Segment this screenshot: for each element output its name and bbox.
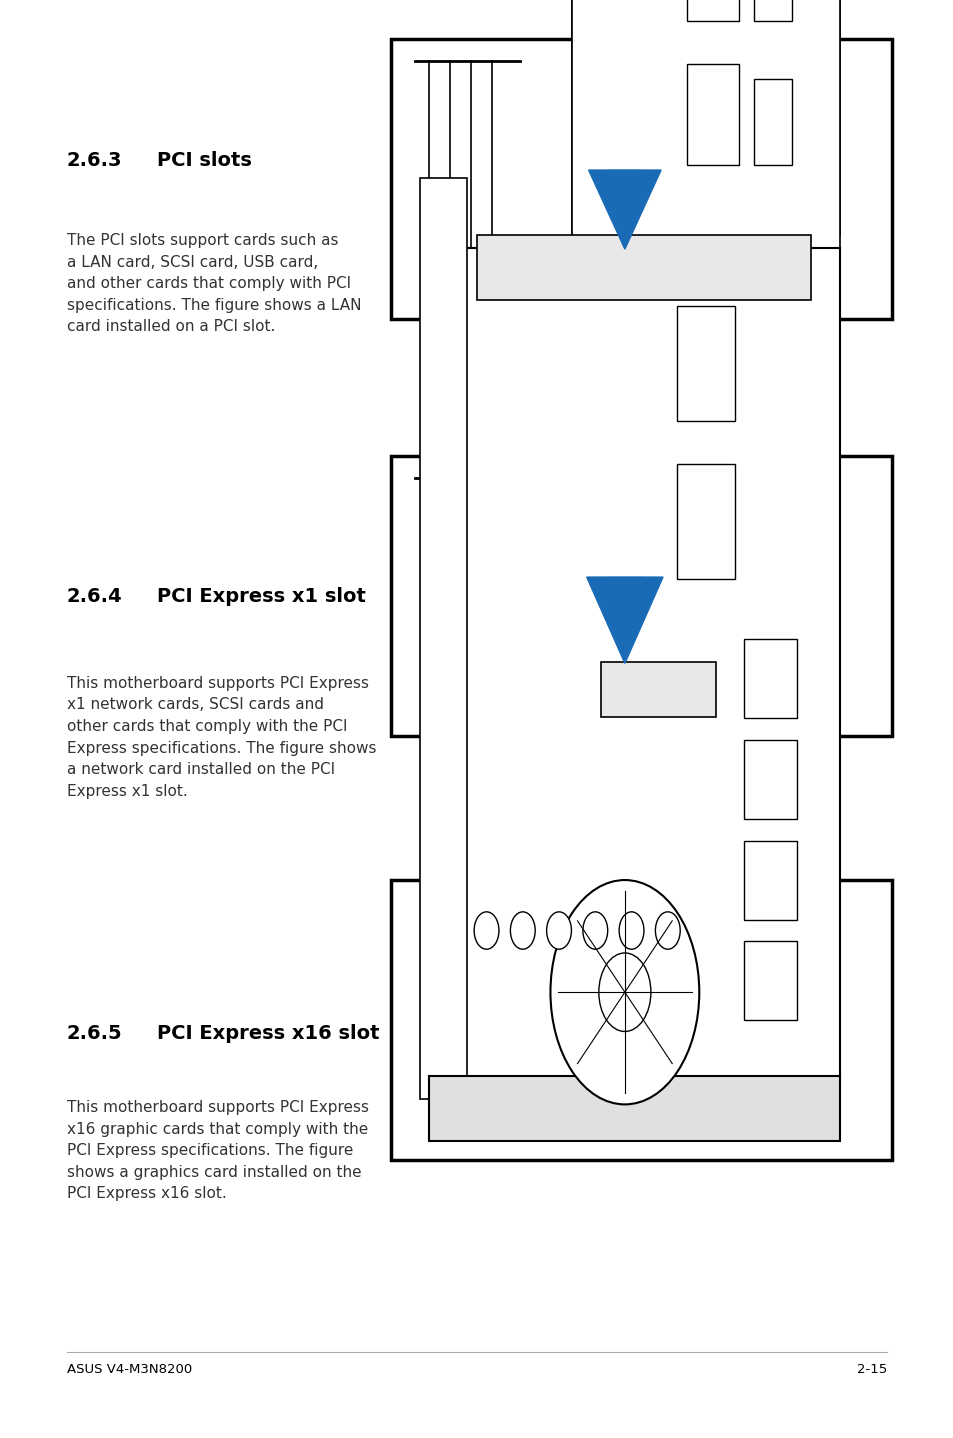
- Bar: [686, 0, 739, 22]
- Bar: [600, 661, 715, 716]
- Bar: [457, 247, 839, 1081]
- Bar: [607, 170, 641, 180]
- Bar: [476, 234, 810, 299]
- Polygon shape: [588, 170, 660, 249]
- Bar: [419, 178, 467, 1099]
- Bar: [686, 65, 739, 165]
- Text: This motherboard supports PCI Express
x1 network cards, SCSI cards and
other car: This motherboard supports PCI Express x1…: [67, 676, 375, 800]
- Text: 2-15: 2-15: [856, 1363, 886, 1376]
- Text: ASUS V4-M3N8200: ASUS V4-M3N8200: [67, 1363, 192, 1376]
- Bar: [753, 79, 791, 165]
- Bar: [429, 1076, 839, 1140]
- Circle shape: [474, 912, 498, 949]
- Text: This motherboard supports PCI Express
x16 graphic cards that comply with the
PCI: This motherboard supports PCI Express x1…: [67, 1100, 369, 1202]
- Bar: [391, 39, 891, 319]
- Text: 2.6.5: 2.6.5: [67, 1024, 122, 1043]
- Text: PCI Express x16 slot: PCI Express x16 slot: [157, 1024, 379, 1043]
- Bar: [743, 840, 796, 920]
- Circle shape: [655, 912, 679, 949]
- Circle shape: [618, 912, 643, 949]
- Circle shape: [550, 880, 699, 1104]
- Text: PCI slots: PCI slots: [157, 151, 252, 170]
- Text: PCI Express x1 slot: PCI Express x1 slot: [157, 587, 366, 605]
- Circle shape: [546, 912, 571, 949]
- Circle shape: [510, 912, 535, 949]
- Circle shape: [598, 953, 650, 1031]
- Text: 2.6.3: 2.6.3: [67, 151, 122, 170]
- Bar: [677, 306, 734, 421]
- Bar: [743, 942, 796, 1021]
- Circle shape: [582, 912, 607, 949]
- Bar: [743, 739, 796, 820]
- Bar: [391, 880, 891, 1160]
- Text: 2.6.4: 2.6.4: [67, 587, 122, 605]
- Bar: [572, 0, 839, 653]
- Polygon shape: [586, 577, 662, 663]
- Bar: [677, 464, 734, 580]
- Bar: [607, 577, 641, 591]
- Bar: [743, 638, 796, 719]
- Text: The PCI slots support cards such as
a LAN card, SCSI card, USB card,
and other c: The PCI slots support cards such as a LA…: [67, 233, 361, 335]
- Bar: [572, 0, 839, 236]
- Bar: [753, 0, 791, 22]
- Bar: [391, 456, 891, 736]
